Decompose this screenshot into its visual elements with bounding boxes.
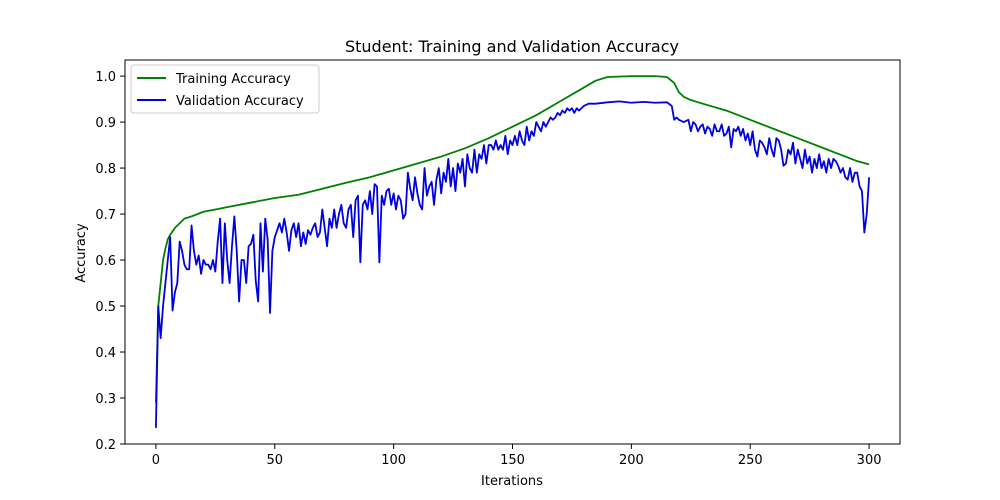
y-tick-label: 0.4 bbox=[95, 346, 116, 361]
x-axis-label: Iterations bbox=[481, 474, 543, 489]
legend-box bbox=[130, 64, 320, 114]
training-accuracy-line bbox=[155, 75, 870, 403]
legend: Training Accuracy Validation Accuracy bbox=[130, 64, 320, 114]
x-axis: 0 50 100 150 200 250 300 bbox=[152, 444, 882, 468]
y-tick-label: 1.0 bbox=[95, 70, 116, 85]
y-tick-label: 0.3 bbox=[95, 392, 116, 407]
legend-label-training: Training Accuracy bbox=[175, 72, 291, 87]
y-tick-label: 0.8 bbox=[95, 162, 116, 177]
plot-lines bbox=[155, 75, 870, 428]
x-tick-label: 250 bbox=[738, 453, 763, 468]
x-tick-label: 150 bbox=[500, 453, 525, 468]
y-tick-label: 0.2 bbox=[95, 438, 116, 453]
x-tick-label: 300 bbox=[857, 453, 882, 468]
x-tick-label: 0 bbox=[152, 453, 160, 468]
y-tick-label: 0.6 bbox=[95, 254, 116, 269]
y-axis: 0.2 0.3 0.4 0.5 0.6 0.7 0.8 0.9 1.0 bbox=[95, 70, 125, 453]
chart-title: Student: Training and Validation Accurac… bbox=[345, 37, 679, 56]
y-tick-label: 0.9 bbox=[95, 116, 116, 131]
x-tick-label: 50 bbox=[266, 453, 283, 468]
y-axis-label: Accuracy bbox=[74, 223, 89, 283]
x-tick-label: 200 bbox=[619, 453, 644, 468]
y-tick-label: 0.7 bbox=[95, 208, 116, 223]
validation-accuracy-line bbox=[155, 100, 870, 428]
y-tick-label: 0.5 bbox=[95, 300, 116, 315]
x-tick-label: 100 bbox=[381, 453, 406, 468]
legend-label-validation: Validation Accuracy bbox=[176, 94, 304, 109]
